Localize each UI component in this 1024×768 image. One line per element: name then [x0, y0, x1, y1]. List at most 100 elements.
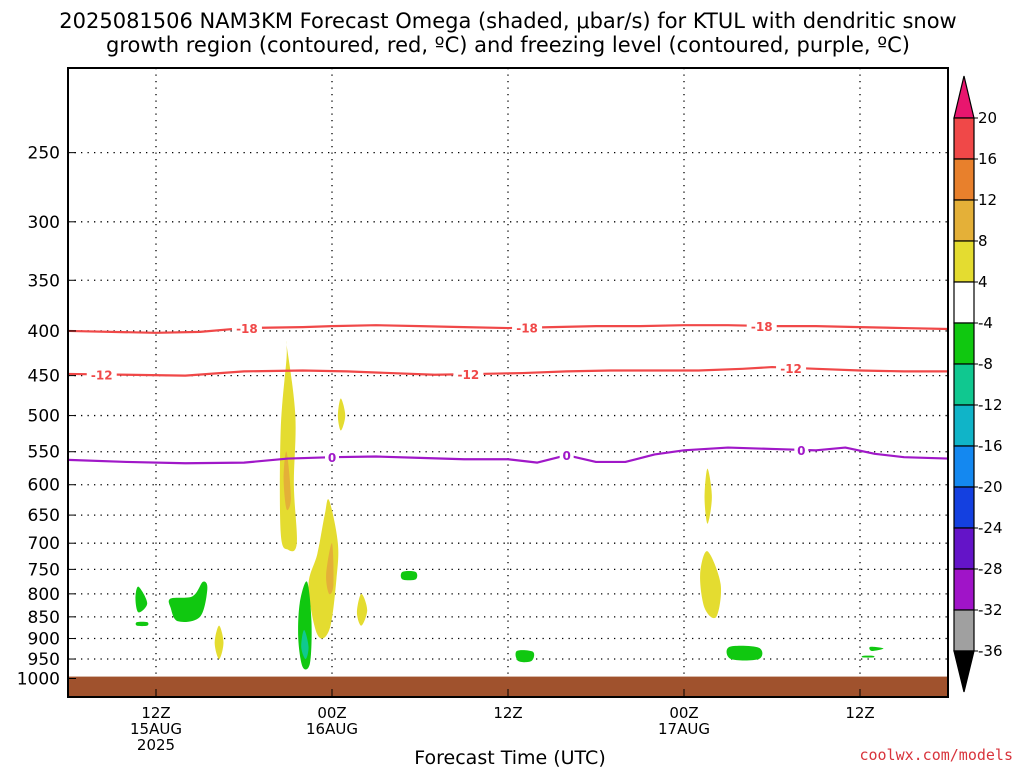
- colorbar-box-5: [953, 281, 975, 324]
- credit-text[interactable]: coolwx.com/models: [859, 746, 1013, 764]
- colorbar-box-4: [953, 240, 975, 283]
- omega-region-10: [135, 621, 149, 627]
- colorbar-label-8: -16: [978, 437, 1003, 455]
- colorbar-label-6: -8: [978, 355, 993, 373]
- y-tick-label-900: 900: [28, 630, 60, 650]
- colorbar-box-13: [953, 609, 975, 652]
- y-tick-label-650: 650: [28, 506, 60, 526]
- colorbar-box-10: [953, 486, 975, 529]
- plot-frame: [67, 67, 949, 698]
- contour-label-bg--18-1: [512, 319, 543, 335]
- colorbar-label-0: 20: [978, 109, 997, 127]
- contour-label-bg-0-2: [794, 441, 809, 457]
- y-tick-label-300: 300: [28, 213, 60, 233]
- y-tick-label-500: 500: [28, 407, 60, 427]
- contour-label-0-1: 0: [562, 449, 570, 463]
- colorbar-box-7: [953, 363, 975, 406]
- x-tick-label-1-1: 00Z: [317, 704, 346, 722]
- omega-region-12: [400, 570, 418, 581]
- x-tick-label-0-2: 15AUG: [130, 720, 182, 738]
- colorbar-box-2: [953, 158, 975, 201]
- x-tick-label-0-3: 2025: [137, 736, 175, 754]
- colorbar-box-11: [953, 527, 975, 570]
- omega-region-13: [515, 650, 535, 663]
- y-tick-label-950: 950: [28, 650, 60, 670]
- x-tick-label-4-1: 12Z: [845, 704, 874, 722]
- contour-line-0: [67, 446, 949, 465]
- omega-colorbar: 20 16 12 8 4 -4 -8 -12 -16 -20 -24 -28 -32 -36: [953, 75, 1003, 693]
- contour-label-bg--12-0: [86, 366, 117, 382]
- y-tick-label-350: 350: [28, 271, 60, 291]
- contour--12: -12 -12 -12: [67, 359, 948, 382]
- contour-line--12: [67, 365, 948, 377]
- x-tick-label-0-1: 12Z: [141, 704, 170, 722]
- colorbar-label-10: -24: [978, 519, 1003, 537]
- contour-label--18-1: -18: [516, 322, 538, 336]
- colorbar-label-1: 16: [978, 150, 997, 168]
- omega-shading: [135, 340, 884, 670]
- omega-region-1: [283, 451, 291, 511]
- ground-fill: [68, 676, 948, 697]
- omega-region-3: [308, 499, 339, 639]
- colorbar-label-11: -28: [978, 560, 1003, 578]
- contour-label-bg--12-2: [776, 359, 807, 375]
- omega-region-8: [301, 630, 309, 660]
- omega-region-16: [726, 645, 763, 661]
- omega-region-2: [337, 398, 346, 431]
- colorbar-label-3: 8: [978, 232, 988, 250]
- contour-label-bg--18-0: [231, 320, 262, 336]
- colorbar-top-triangle: [953, 75, 975, 119]
- y-tick-label-600: 600: [28, 476, 60, 496]
- omega-region-5: [356, 593, 368, 626]
- colorbar-box-9: [953, 445, 975, 488]
- omega-region-17: [869, 646, 884, 651]
- temperature-contours: -18 -18 -18 -12 -12 -12 0 0 0: [67, 317, 949, 465]
- omega-region-0: [279, 340, 297, 552]
- contour-line--18: [67, 324, 949, 334]
- contour-label--18-2: -18: [751, 320, 773, 334]
- colorbar-box-3: [953, 199, 975, 242]
- pressure-axis: 2503003504004505005506006507007508008509…: [17, 144, 76, 689]
- colorbar-label-9: -20: [978, 478, 1003, 496]
- colorbar-bottom-triangle: [953, 650, 975, 693]
- omega-region-11: [168, 581, 208, 623]
- contour-label--12-2: -12: [780, 362, 802, 376]
- colorbar-label-12: -32: [978, 601, 1003, 619]
- colorbar-label-7: -12: [978, 396, 1003, 414]
- chart-title-line-1: 2025081506 NAM3KM Forecast Omega (shaded…: [59, 9, 956, 33]
- contour-label--12-0: -12: [91, 368, 113, 382]
- y-tick-label-450: 450: [28, 367, 60, 387]
- below-ground-fill: [68, 676, 948, 697]
- y-tick-label-250: 250: [28, 144, 60, 164]
- colorbar-label-13: -36: [978, 642, 1003, 660]
- colorbar-box-12: [953, 568, 975, 611]
- contour-label-bg--12-1: [453, 366, 484, 382]
- contour-label--18-0: -18: [236, 322, 258, 336]
- y-tick-label-550: 550: [28, 443, 60, 463]
- y-tick-label-700: 700: [28, 534, 60, 554]
- contour-label-bg-0-1: [559, 447, 574, 463]
- omega-region-15: [700, 551, 722, 619]
- omega-region-18: [861, 655, 875, 658]
- x-axis-label: Forecast Time (UTC): [414, 747, 605, 768]
- omega-region-4: [326, 543, 334, 595]
- omega-region-14: [704, 468, 712, 524]
- contour-label-bg-0-0: [325, 449, 339, 465]
- x-tick-label-3-2: 17AUG: [658, 720, 710, 738]
- x-tick-label-3-1: 00Z: [669, 704, 698, 722]
- contour-label--12-1: -12: [458, 368, 480, 382]
- y-tick-label-1000: 1000: [17, 669, 60, 689]
- contour-0: 0 0 0: [67, 441, 949, 465]
- y-tick-label-400: 400: [28, 322, 60, 342]
- colorbar-label-2: 12: [978, 191, 997, 209]
- colorbar-box-1: [953, 117, 975, 160]
- gridlines: [68, 68, 948, 697]
- contour-label-bg--18-2: [746, 317, 777, 333]
- omega-region-9: [135, 586, 148, 613]
- contour-label-0-0: 0: [328, 451, 336, 465]
- colorbar-box-8: [953, 404, 975, 447]
- x-tick-label-1-2: 16AUG: [306, 720, 358, 738]
- x-tick-label-2-1: 12Z: [493, 704, 522, 722]
